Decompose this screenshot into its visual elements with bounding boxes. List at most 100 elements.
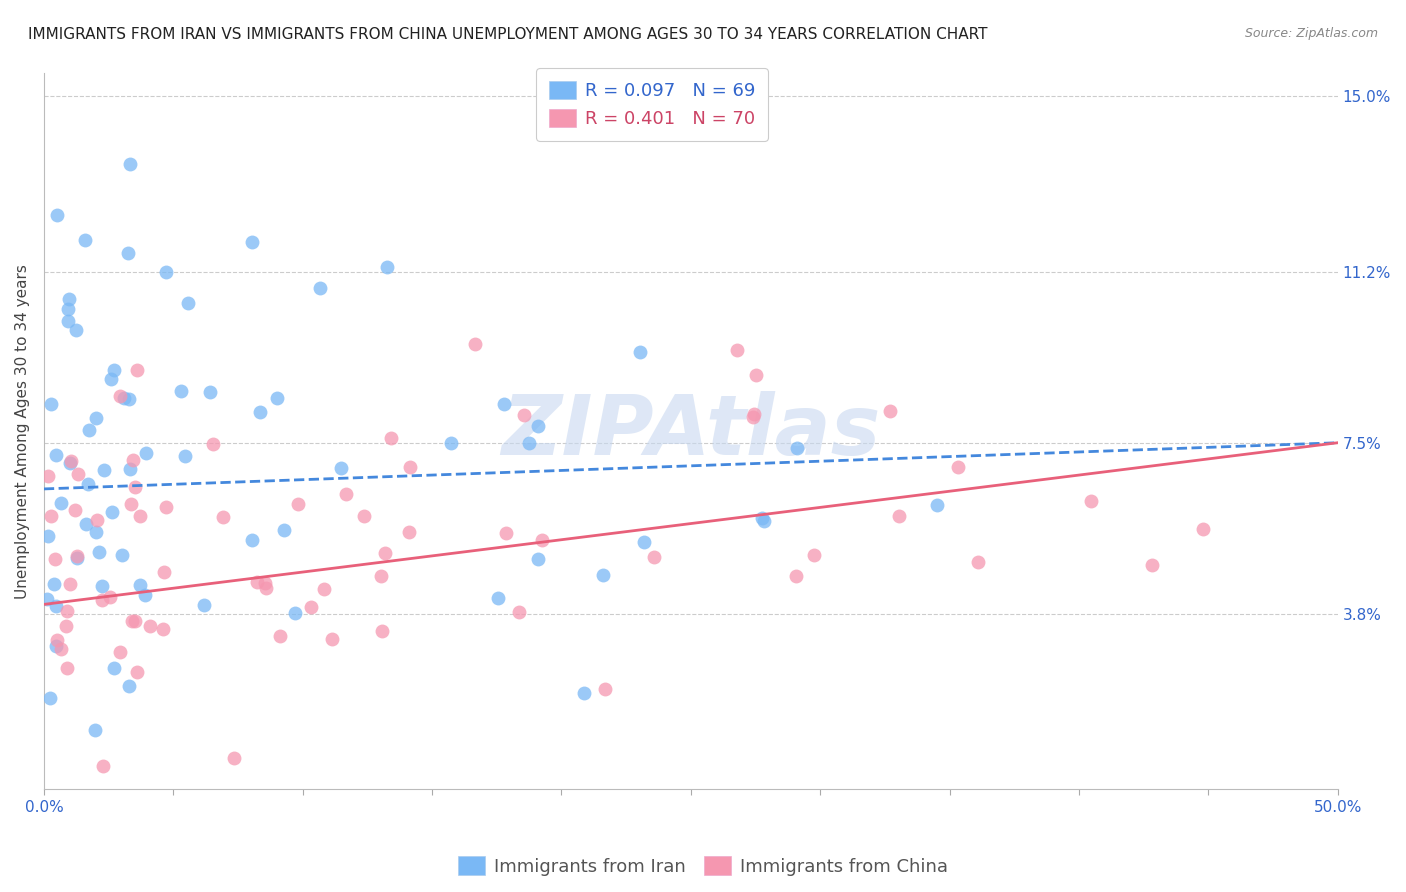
Point [398,525,420,540]
Legend: Immigrants from Iran, Immigrants from China: Immigrants from Iran, Immigrants from Ch… [451,849,955,883]
Point [495,526,517,541]
Point [273,523,295,537]
Point [222,750,245,764]
Point [249,405,271,419]
Point [49,642,72,657]
Point [124,480,146,494]
Point [49,496,72,510]
Point [643,550,665,565]
Point [725,343,748,358]
Point [45,599,67,614]
Point [486,591,509,606]
Point [353,508,375,523]
Point [100,505,122,519]
Point [283,606,305,620]
Point [84,410,107,425]
Point [37,529,59,543]
Point [375,260,398,274]
Point [370,569,392,583]
Point [1192,522,1215,536]
Point [77,477,100,491]
Point [879,403,901,417]
Point [321,632,343,646]
Point [200,384,222,399]
Point [59,576,82,591]
Point [98,590,121,604]
Point [266,391,288,405]
Point [56,301,79,316]
Point [135,446,157,460]
Text: ZIPAtlas: ZIPAtlas [501,391,880,472]
Point [371,624,394,639]
Point [752,514,775,528]
Point [129,578,152,592]
Point [633,535,655,549]
Point [100,372,122,386]
Point [37,468,59,483]
Text: Source: ZipAtlas.com: Source: ZipAtlas.com [1244,27,1378,40]
Point [75,516,97,531]
Point [46,632,69,647]
Point [127,362,149,376]
Point [517,436,540,450]
Point [45,639,67,653]
Point [254,581,277,595]
Point [153,565,176,579]
Point [118,461,141,475]
Point [118,392,141,407]
Point [65,323,87,337]
Point [335,487,357,501]
Point [91,579,114,593]
Point [125,665,148,680]
Point [299,599,322,614]
Point [134,588,156,602]
Point [1080,494,1102,508]
Point [112,392,135,406]
Point [741,409,763,424]
Point [110,389,132,403]
Point [399,460,422,475]
Point [139,619,162,633]
Point [240,533,263,548]
Point [86,513,108,527]
Point [121,615,143,629]
Point [530,533,553,547]
Point [118,156,141,170]
Point [593,681,616,696]
Point [65,550,87,565]
Point [56,314,79,328]
Point [117,245,139,260]
Point [37,592,59,607]
Point [508,605,530,619]
Point [45,448,67,462]
Point [193,599,215,613]
Point [745,368,768,383]
Point [117,679,139,693]
Point [374,546,396,560]
Point [59,456,82,470]
Point [464,337,486,351]
Point [440,436,463,450]
Point [83,723,105,737]
Point [59,454,82,468]
Point [79,423,101,437]
Point [111,548,134,562]
Point [44,576,66,591]
Point [66,549,89,564]
Point [786,442,808,456]
Point [201,437,224,451]
Point [308,281,330,295]
Point [287,497,309,511]
Point [314,582,336,596]
Point [240,235,263,249]
Point [38,690,60,705]
Point [103,362,125,376]
Point [93,462,115,476]
Point [927,499,949,513]
Point [803,548,825,562]
Point [120,497,142,511]
Text: IMMIGRANTS FROM IRAN VS IMMIGRANTS FROM CHINA UNEMPLOYMENT AMONG AGES 30 TO 34 Y: IMMIGRANTS FROM IRAN VS IMMIGRANTS FROM … [28,27,987,42]
Y-axis label: Unemployment Among Ages 30 to 34 years: Unemployment Among Ages 30 to 34 years [15,264,30,599]
Point [212,509,235,524]
Point [751,511,773,525]
